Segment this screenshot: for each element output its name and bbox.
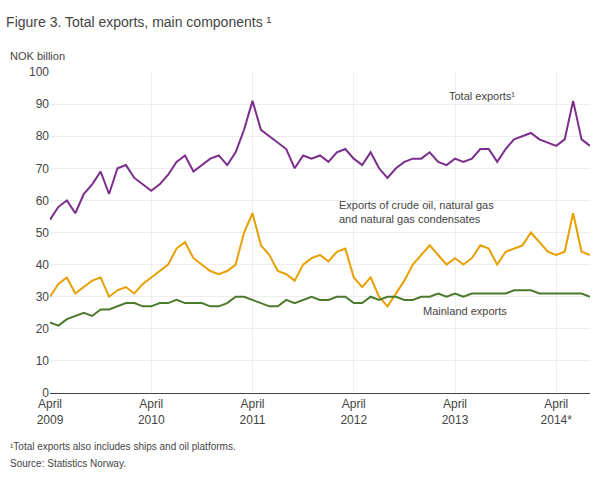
svg-text:Source: Statistics Norway.: Source: Statistics Norway. bbox=[10, 458, 126, 469]
svg-text:NOK billion: NOK billion bbox=[10, 50, 65, 62]
svg-text:50: 50 bbox=[36, 226, 50, 240]
svg-text:Exports of crude oil, natural: Exports of crude oil, natural gasand nat… bbox=[339, 199, 494, 225]
svg-text:10: 10 bbox=[36, 354, 50, 368]
svg-text:April2012: April2012 bbox=[340, 397, 367, 427]
svg-text:Figure 3. Total exports, main: Figure 3. Total exports, main components… bbox=[6, 14, 271, 30]
svg-text:40: 40 bbox=[36, 258, 50, 272]
svg-text:April2011: April2011 bbox=[240, 397, 266, 427]
svg-text:Total exports¹: Total exports¹ bbox=[449, 90, 515, 102]
svg-text:90: 90 bbox=[36, 97, 50, 111]
svg-text:Mainland exports: Mainland exports bbox=[423, 305, 507, 317]
svg-text:April2009: April2009 bbox=[37, 397, 64, 427]
svg-text:30: 30 bbox=[36, 290, 50, 304]
svg-text:80: 80 bbox=[36, 129, 50, 143]
svg-text:¹Total exports also includes s: ¹Total exports also includes ships and o… bbox=[10, 441, 236, 452]
svg-text:20: 20 bbox=[36, 322, 50, 336]
svg-text:100: 100 bbox=[29, 65, 49, 79]
svg-text:April2013: April2013 bbox=[442, 397, 469, 427]
svg-text:60: 60 bbox=[36, 194, 50, 208]
svg-text:0: 0 bbox=[42, 386, 49, 400]
svg-text:April2014*: April2014* bbox=[541, 397, 573, 427]
svg-text:April2010: April2010 bbox=[138, 397, 165, 427]
svg-text:70: 70 bbox=[36, 162, 50, 176]
